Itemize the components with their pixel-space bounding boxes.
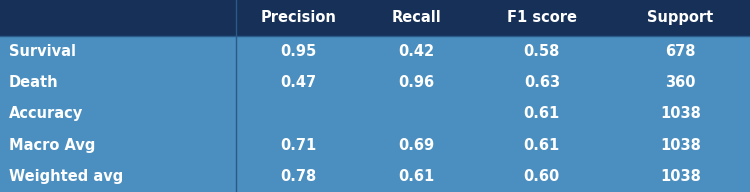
Text: Recall: Recall <box>392 10 441 25</box>
Text: 0.61: 0.61 <box>524 106 560 121</box>
Text: 678: 678 <box>665 44 696 59</box>
Text: 0.96: 0.96 <box>398 75 434 90</box>
Text: 0.78: 0.78 <box>280 169 316 184</box>
Text: Accuracy: Accuracy <box>9 106 83 121</box>
Text: 0.61: 0.61 <box>524 137 560 153</box>
Text: 0.61: 0.61 <box>398 169 434 184</box>
Text: Precision: Precision <box>260 10 336 25</box>
Text: 1038: 1038 <box>660 137 701 153</box>
Text: F1 score: F1 score <box>507 10 577 25</box>
Text: Death: Death <box>9 75 58 90</box>
Text: Survival: Survival <box>9 44 76 59</box>
Text: Support: Support <box>647 10 714 25</box>
Text: Weighted avg: Weighted avg <box>9 169 123 184</box>
Text: 1038: 1038 <box>660 169 701 184</box>
Text: Macro Avg: Macro Avg <box>9 137 95 153</box>
Text: 0.58: 0.58 <box>524 44 560 59</box>
Text: 0.71: 0.71 <box>280 137 316 153</box>
Text: 0.42: 0.42 <box>398 44 434 59</box>
Text: 0.69: 0.69 <box>398 137 434 153</box>
Text: 0.60: 0.60 <box>524 169 560 184</box>
Text: 0.47: 0.47 <box>280 75 316 90</box>
Text: 0.63: 0.63 <box>524 75 560 90</box>
Text: 1038: 1038 <box>660 106 701 121</box>
Text: 360: 360 <box>665 75 696 90</box>
Bar <box>0 36 750 192</box>
Bar <box>0 0 750 36</box>
Text: 0.95: 0.95 <box>280 44 316 59</box>
